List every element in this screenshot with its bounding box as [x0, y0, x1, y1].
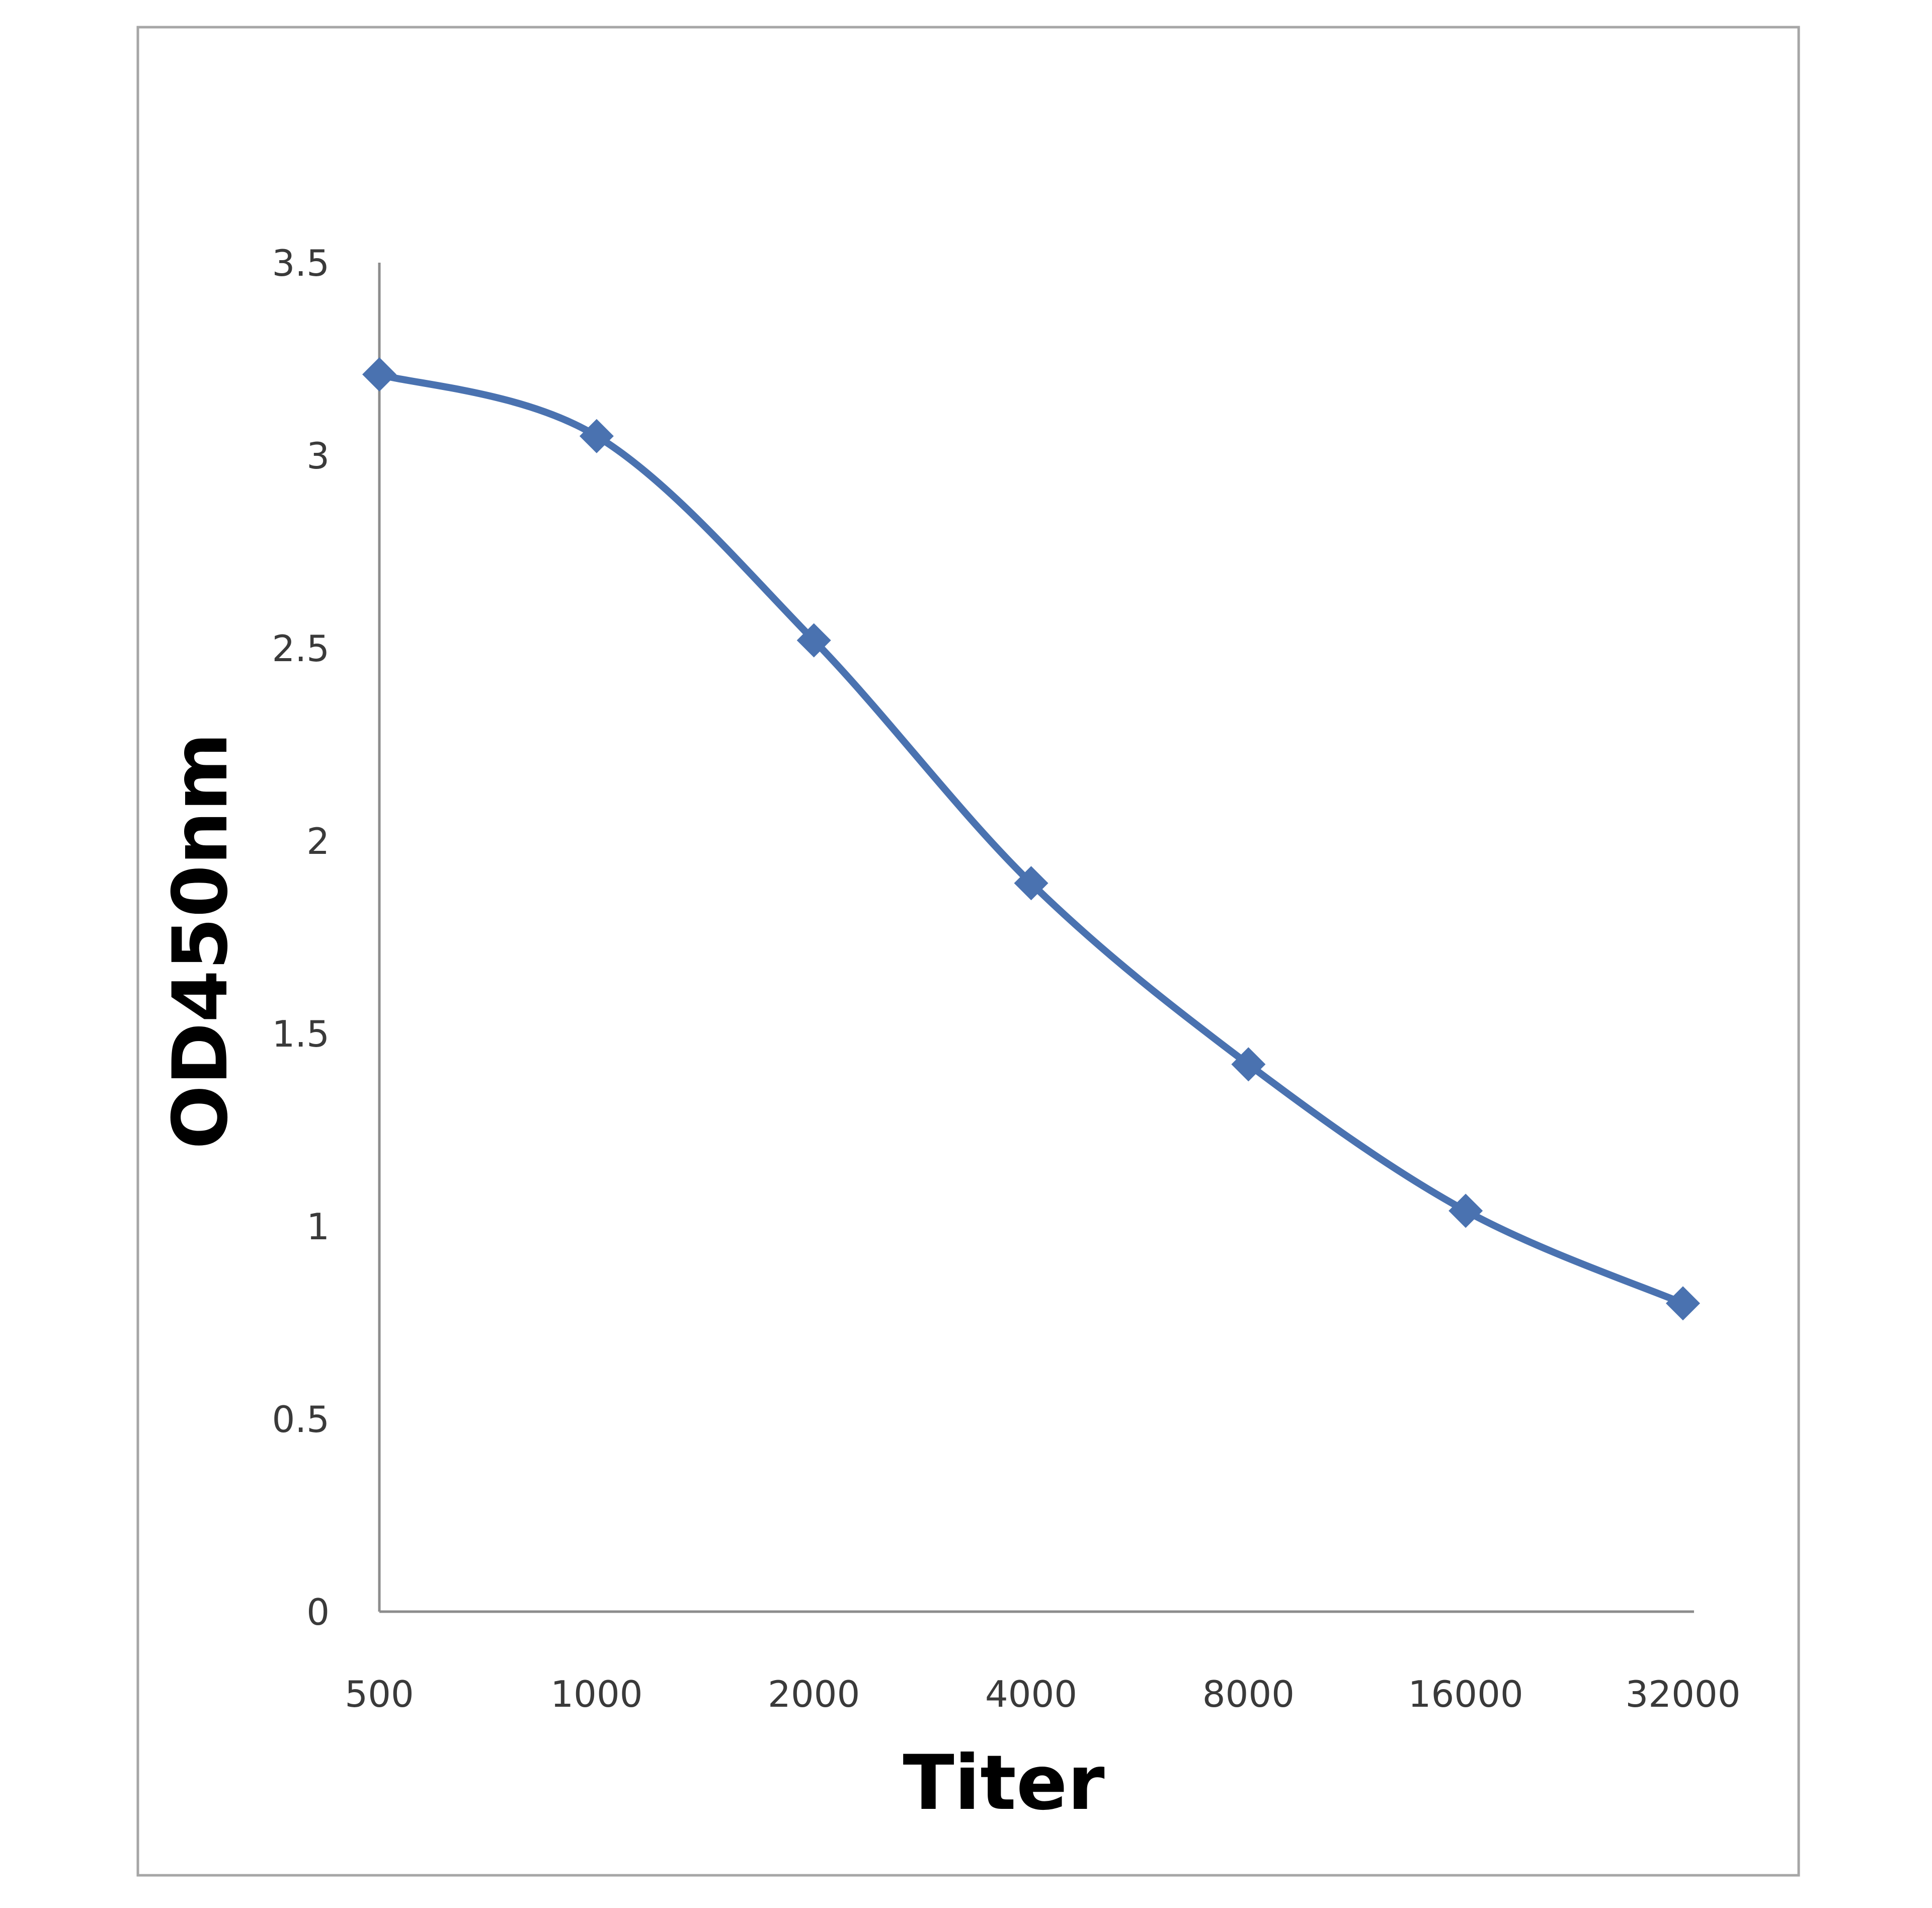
chart-frame	[136, 26, 1800, 1877]
y-axis-tick-labels: 0 0.5 1 1.5 2 2.5 3 3.5	[272, 242, 330, 1633]
y-tick-label: 2	[306, 820, 330, 862]
data-point-diamond-icon	[1014, 866, 1049, 901]
x-tick-label: 8000	[1202, 1673, 1295, 1715]
data-point-markers	[362, 357, 1700, 1321]
data-point-diamond-icon	[579, 419, 614, 453]
y-tick-label: 3	[306, 435, 330, 477]
x-tick-label: 16000	[1408, 1673, 1523, 1715]
data-point-diamond-icon	[1666, 1286, 1700, 1321]
data-point-diamond-icon	[362, 357, 396, 392]
y-tick-label: 1.5	[272, 1013, 330, 1055]
x-axis-title: Titer	[903, 1739, 1104, 1827]
x-tick-label: 32000	[1625, 1673, 1740, 1715]
y-tick-label: 3.5	[272, 242, 330, 284]
y-tick-label: 0	[306, 1591, 330, 1633]
data-point-diamond-icon	[1448, 1194, 1483, 1228]
x-tick-label: 4000	[985, 1673, 1077, 1715]
x-tick-label: 1000	[550, 1673, 642, 1715]
data-point-diamond-icon	[1231, 1047, 1266, 1082]
y-tick-label: 2.5	[272, 627, 330, 670]
y-axis-title: OD450nm	[157, 733, 245, 1149]
y-tick-label: 0.5	[272, 1398, 330, 1441]
data-point-diamond-icon	[796, 623, 831, 658]
x-tick-label: 2000	[768, 1673, 860, 1715]
x-tick-label: 500	[345, 1673, 414, 1715]
y-tick-label: 1	[306, 1206, 330, 1248]
x-axis-tick-labels: 500 1000 2000 4000 8000 16000 32000	[345, 1673, 1740, 1715]
